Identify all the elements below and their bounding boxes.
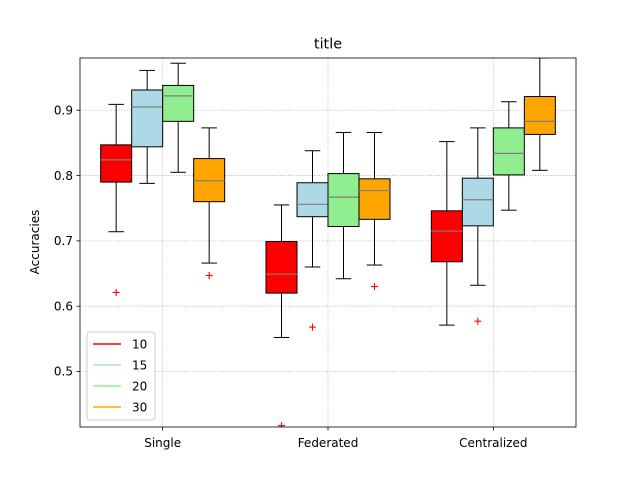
box-30 bbox=[193, 158, 226, 203]
x-tick-label: Federated bbox=[298, 436, 359, 450]
box-30 bbox=[358, 178, 391, 220]
y-tick-label: 0.6 bbox=[54, 299, 73, 313]
box-group-15 bbox=[461, 127, 494, 325]
box-10 bbox=[265, 241, 298, 294]
box-15 bbox=[461, 177, 494, 227]
legend-label-30: 30 bbox=[132, 400, 147, 414]
legend: 10 15 20 30 bbox=[86, 331, 156, 421]
box-group-10 bbox=[100, 103, 133, 296]
box-30 bbox=[523, 96, 556, 135]
axes: 0.5 0.6 0.7 0.8 0.9 Single Federated Centralize… bbox=[54, 57, 577, 450]
box-20 bbox=[162, 84, 195, 122]
legend-label-15: 15 bbox=[132, 358, 147, 372]
box-20 bbox=[327, 173, 360, 227]
box-10 bbox=[430, 210, 463, 263]
box-group-10 bbox=[430, 141, 463, 326]
data-layer bbox=[100, 58, 556, 427]
legend-label-20: 20 bbox=[132, 379, 147, 393]
box-15 bbox=[296, 182, 329, 218]
plot-area: 0.5 0.6 0.7 0.8 0.9 Single Federated Centralize… bbox=[54, 57, 577, 450]
legend-box bbox=[86, 331, 156, 421]
y-tick-label: 0.7 bbox=[54, 234, 73, 248]
box-group-10 bbox=[265, 204, 298, 427]
legend-label-10: 10 bbox=[132, 337, 147, 351]
x-tick-label: Single bbox=[144, 436, 181, 450]
y-tick-label: 0.8 bbox=[54, 169, 73, 183]
box-group-20 bbox=[327, 131, 360, 280]
y-tick-label: 0.9 bbox=[54, 103, 73, 117]
axes-frame bbox=[79, 57, 577, 428]
box-group-30 bbox=[523, 58, 556, 171]
box-group-15 bbox=[296, 150, 329, 331]
box-20 bbox=[492, 127, 525, 176]
chart-title: title bbox=[314, 37, 342, 53]
y-tick-label: 0.5 bbox=[54, 365, 73, 379]
x-tick-label: Centralized bbox=[459, 436, 527, 450]
y-axis-label: Accuracies bbox=[28, 210, 42, 275]
box-15 bbox=[131, 89, 164, 148]
box-group-30 bbox=[358, 131, 391, 291]
box-group-30 bbox=[193, 127, 226, 279]
box-group-20 bbox=[492, 101, 525, 211]
box-group-20 bbox=[162, 62, 195, 173]
box-10 bbox=[100, 144, 133, 183]
